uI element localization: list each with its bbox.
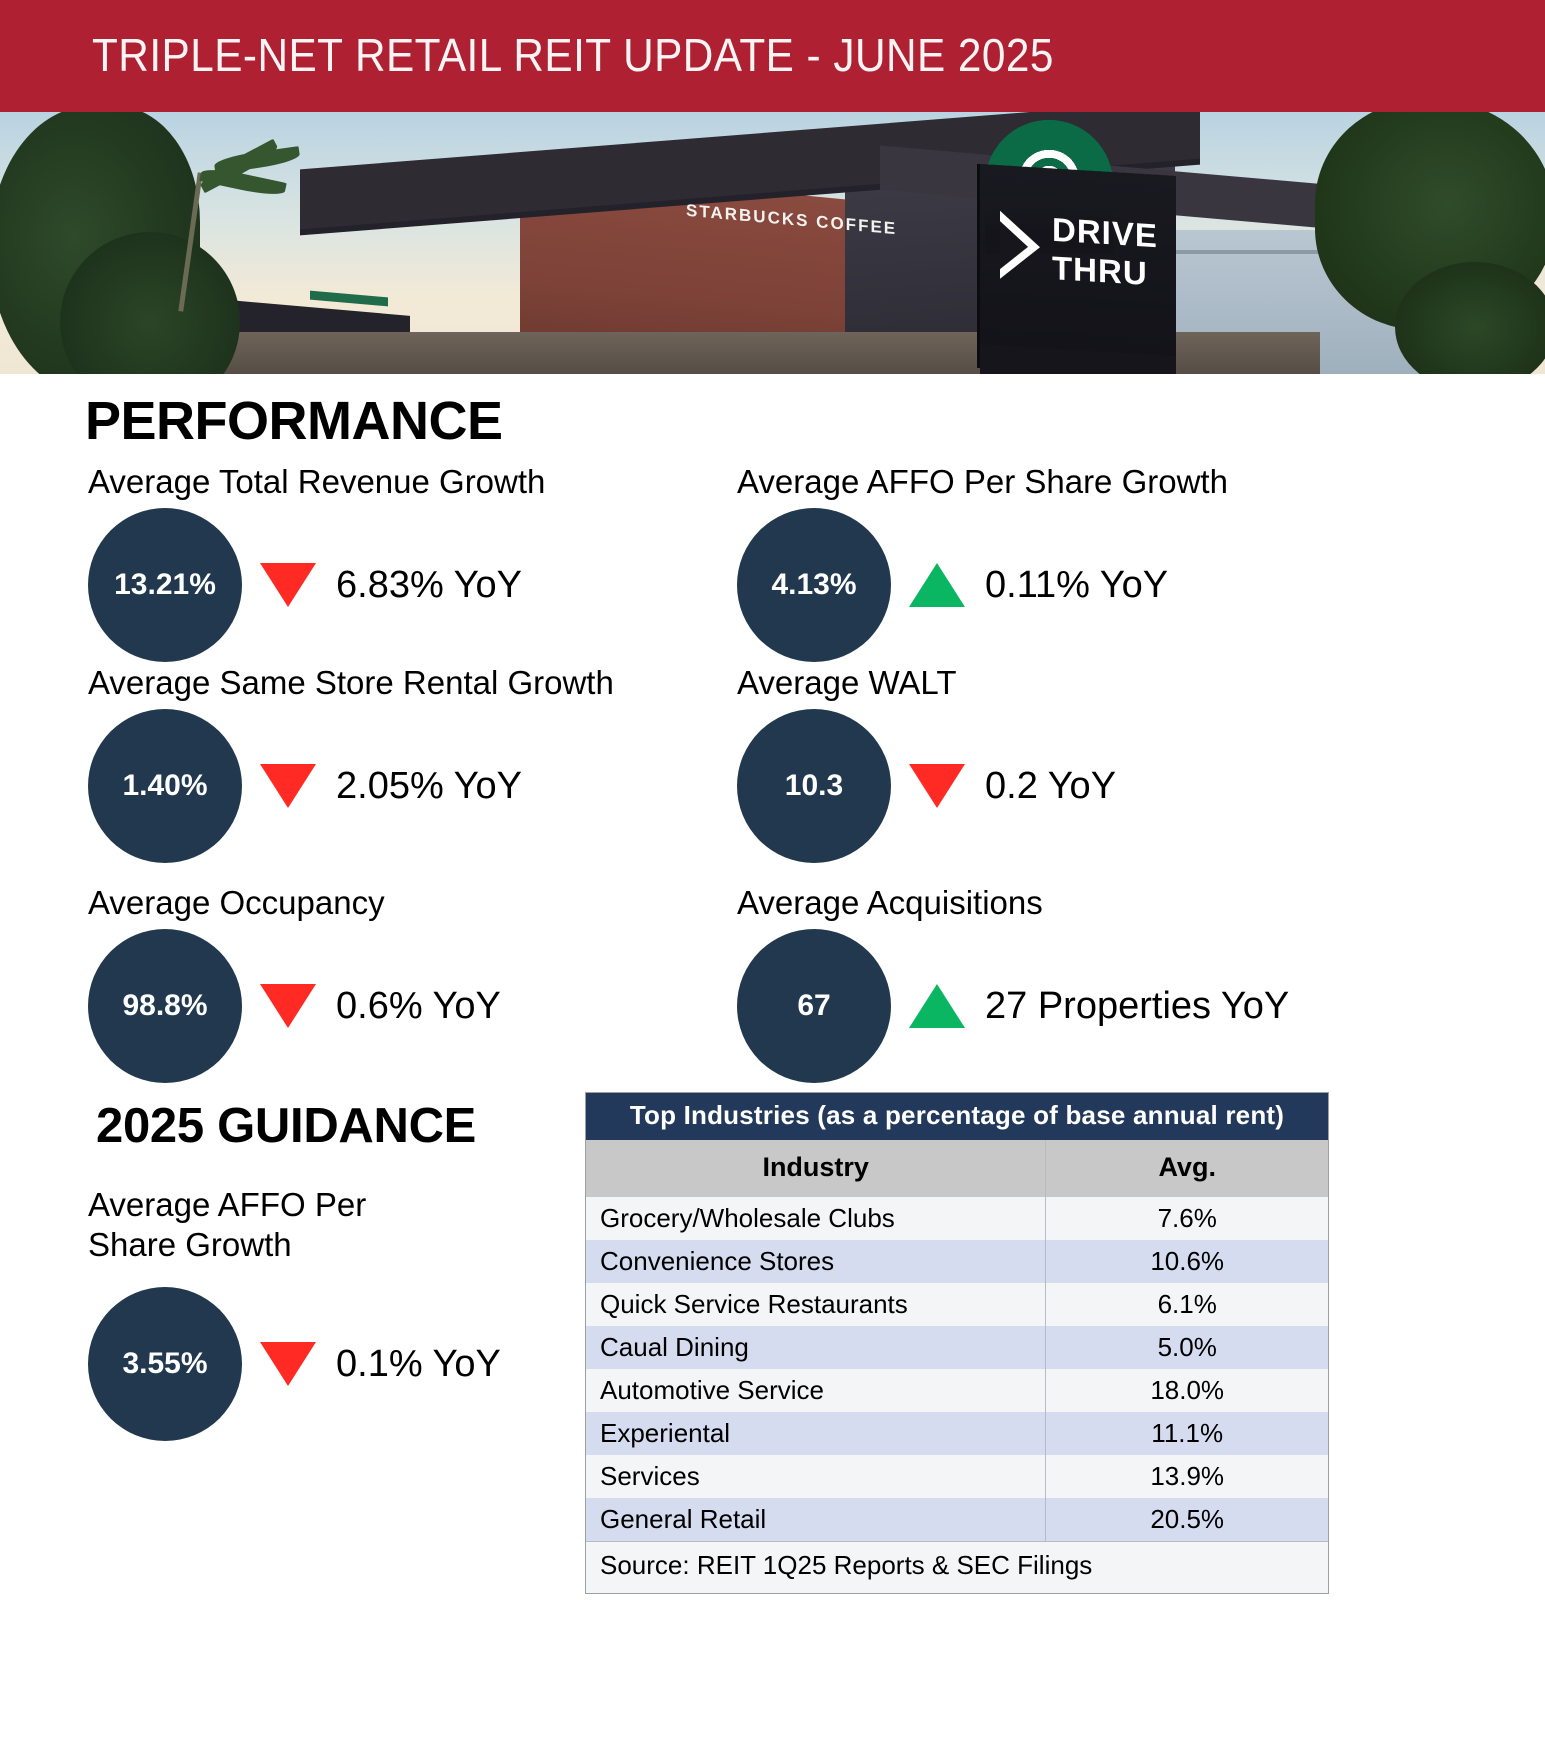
- cell-avg: 18.0%: [1045, 1369, 1328, 1412]
- column-header-avg: Avg.: [1045, 1140, 1328, 1197]
- cell-avg: 13.9%: [1045, 1455, 1328, 1498]
- metric-value-bubble: 10.3: [737, 709, 891, 863]
- table-row: Grocery/Wholesale Clubs 7.6%: [586, 1197, 1328, 1240]
- metric-label: Average WALT: [737, 664, 957, 701]
- foreground-tree-lower: [60, 232, 240, 374]
- arrow-down-icon: [260, 984, 316, 1028]
- metric-delta: 2.05% YoY: [336, 764, 522, 807]
- cell-industry: Services: [586, 1455, 1047, 1498]
- cell-industry: Quick Service Restaurants: [586, 1283, 1047, 1326]
- table-header-row: Industry Avg.: [586, 1140, 1328, 1197]
- cell-industry: Grocery/Wholesale Clubs: [586, 1197, 1047, 1240]
- metric-delta: 6.83% YoY: [336, 563, 522, 606]
- guidance-heading: 2025 GUIDANCE: [96, 1099, 477, 1153]
- metric-row: 1.40% 2.05% YoY: [88, 709, 614, 863]
- metric-row: 98.8% 0.6% YoY: [88, 929, 501, 1083]
- metric-value-bubble: 67: [737, 929, 891, 1083]
- metric-delta: 0.1% YoY: [336, 1342, 501, 1385]
- cell-industry: Experiental: [586, 1412, 1047, 1455]
- cell-avg: 7.6%: [1045, 1197, 1328, 1240]
- cell-industry: Automotive Service: [586, 1369, 1047, 1412]
- metric-total-revenue-growth: Average Total Revenue Growth 13.21% 6.83…: [88, 462, 545, 662]
- performance-heading: PERFORMANCE: [85, 391, 503, 451]
- metric-value-bubble: 3.55%: [88, 1287, 242, 1441]
- arrow-down-icon: [260, 563, 316, 607]
- arrow-down-icon: [260, 1342, 316, 1386]
- cell-avg: 10.6%: [1045, 1240, 1328, 1283]
- metric-delta: 0.11% YoY: [985, 563, 1169, 606]
- cell-avg: 20.5%: [1045, 1498, 1328, 1541]
- metric-label: Average AFFO Per Share Growth: [88, 1186, 367, 1263]
- table-row: Quick Service Restaurants 6.1%: [586, 1283, 1328, 1326]
- siren-occluder: [985, 208, 1113, 254]
- cell-avg: 6.1%: [1045, 1283, 1328, 1326]
- drive-thru-text-line1: DRIVE: [1052, 210, 1158, 255]
- drive-thru-text-line2: THRU: [1052, 249, 1148, 292]
- metric-same-store-rental-growth: Average Same Store Rental Growth 1.40% 2…: [88, 663, 614, 863]
- page-title: TRIPLE-NET RETAIL REIT UPDATE - JUNE 202…: [92, 29, 1054, 81]
- metric-label: Average Total Revenue Growth: [88, 463, 546, 500]
- header-bar: TRIPLE-NET RETAIL REIT UPDATE - JUNE 202…: [0, 0, 1545, 112]
- metric-row: 10.3 0.2 YoY: [737, 709, 1116, 863]
- metric-delta: 0.2 YoY: [985, 764, 1117, 807]
- drive-thru-chevron-notch: [1000, 221, 1028, 271]
- arrow-up-icon: [909, 984, 965, 1028]
- metric-label: Average Acquisitions: [737, 884, 1043, 921]
- arrow-up-icon: [909, 563, 965, 607]
- industries-table: Industry Avg. Grocery/Wholesale Clubs 7.…: [586, 1140, 1328, 1541]
- table-row: Services 13.9%: [586, 1455, 1328, 1498]
- table-row: Automotive Service 18.0%: [586, 1369, 1328, 1412]
- metric-value-bubble: 13.21%: [88, 508, 242, 662]
- metric-average-occupancy: Average Occupancy 98.8% 0.6% YoY: [88, 883, 501, 1083]
- metric-row: 13.21% 6.83% YoY: [88, 508, 545, 662]
- metric-row: 3.55% 0.1% YoY: [88, 1287, 501, 1441]
- table-row: General Retail 20.5%: [586, 1498, 1328, 1541]
- background-tree-right-lower: [1395, 262, 1545, 374]
- cell-industry: Convenience Stores: [586, 1240, 1047, 1283]
- metric-label: Average AFFO Per Share Growth: [737, 463, 1228, 500]
- table-source-note: Source: REIT 1Q25 Reports & SEC Filings: [586, 1541, 1328, 1593]
- hero-photo: STARBUCKS COFFEE DRIVE THRU: [0, 112, 1545, 374]
- metric-average-walt: Average WALT 10.3 0.2 YoY: [737, 663, 1116, 863]
- metric-delta: 0.6% YoY: [336, 984, 501, 1027]
- table-row: Caual Dining 5.0%: [586, 1326, 1328, 1369]
- cell-industry: General Retail: [586, 1498, 1047, 1541]
- metric-average-acquisitions: Average Acquisitions 67 27 Properties Yo…: [737, 883, 1289, 1083]
- cell-avg: 11.1%: [1045, 1412, 1328, 1455]
- cell-avg: 5.0%: [1045, 1326, 1328, 1369]
- metric-value-bubble: 4.13%: [737, 508, 891, 662]
- metric-value-bubble: 98.8%: [88, 929, 242, 1083]
- table-row: Convenience Stores 10.6%: [586, 1240, 1328, 1283]
- metric-guidance-affo-per-share-growth: Average AFFO Per Share Growth 3.55% 0.1%…: [88, 1185, 501, 1441]
- metric-label: Average Same Store Rental Growth: [88, 664, 614, 701]
- arrow-down-icon: [260, 764, 316, 808]
- table-title: Top Industries (as a percentage of base …: [586, 1093, 1328, 1140]
- table-row: Experiental 11.1%: [586, 1412, 1328, 1455]
- top-industries-table: Top Industries (as a percentage of base …: [585, 1092, 1329, 1594]
- metric-affo-per-share-growth: Average AFFO Per Share Growth 4.13% 0.11…: [737, 462, 1228, 662]
- metric-value-bubble: 1.40%: [88, 709, 242, 863]
- metric-label: Average Occupancy: [88, 884, 385, 921]
- cell-industry: Caual Dining: [586, 1326, 1047, 1369]
- metric-delta: 27 Properties YoY: [985, 984, 1290, 1027]
- metric-row: 4.13% 0.11% YoY: [737, 508, 1228, 662]
- arrow-down-icon: [909, 764, 965, 808]
- metric-row: 67 27 Properties YoY: [737, 929, 1289, 1083]
- column-header-industry: Industry: [586, 1140, 1047, 1197]
